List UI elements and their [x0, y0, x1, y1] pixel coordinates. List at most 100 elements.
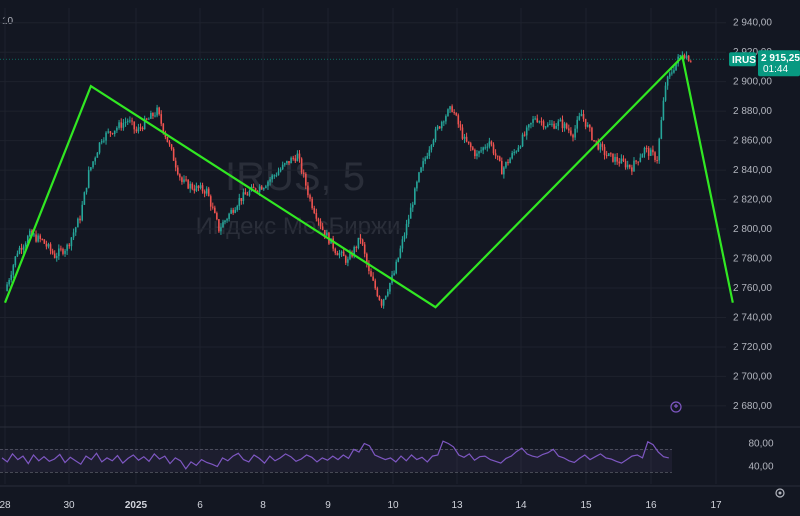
candle-body [498, 156, 501, 161]
candle-body [176, 167, 179, 175]
candle-body [673, 70, 675, 73]
candle-body [546, 124, 549, 127]
candle-body [92, 161, 94, 168]
candle-body [12, 265, 15, 275]
candle-body [252, 186, 255, 189]
candle-body [143, 118, 146, 130]
time-tick-label: 16 [645, 500, 657, 511]
candle-body [340, 251, 343, 254]
time-tick-label: 28 [0, 500, 11, 511]
candle-body [536, 118, 539, 123]
alert-icon[interactable] [670, 401, 682, 413]
price-tick-label: 2 820,00 [733, 195, 772, 206]
candle-body [183, 179, 185, 182]
candle-body [226, 218, 228, 221]
candle-body [484, 147, 487, 149]
candle-body [459, 124, 462, 128]
price-tick-label: 2 880,00 [733, 106, 772, 117]
candle-body [683, 55, 686, 59]
candle-body [353, 247, 355, 257]
candle-body [589, 124, 591, 128]
candle-body [152, 112, 154, 117]
candle-body [457, 115, 460, 125]
candle-body [195, 185, 198, 191]
candle-body [288, 160, 290, 164]
candle-body [366, 253, 368, 264]
candle-body [559, 119, 562, 122]
candle-body [572, 134, 574, 138]
candle-body [168, 142, 171, 145]
candle-body [605, 155, 608, 157]
candle-body [96, 152, 99, 158]
candle-body [422, 161, 424, 168]
candle-body [426, 155, 429, 159]
candle-body [357, 237, 360, 248]
candle-body [482, 147, 484, 151]
candle-body [416, 181, 418, 189]
candle-body [87, 170, 90, 188]
candle-body [675, 63, 677, 71]
candle-body [14, 256, 17, 266]
candle-body [476, 153, 478, 157]
time-tick-label: 10 [387, 500, 399, 511]
candle-body [463, 136, 466, 139]
candle-body [538, 121, 541, 123]
candle-body [29, 230, 31, 237]
candle-body [39, 235, 41, 239]
candle-body [271, 175, 273, 180]
candle-body [305, 173, 307, 186]
candle-body [256, 191, 259, 193]
candle-body [113, 130, 116, 135]
candle-body [43, 239, 46, 244]
candle-body [336, 253, 339, 256]
candle-body [260, 186, 263, 190]
candle-body [501, 160, 503, 175]
price-tick-label: 2 860,00 [733, 136, 772, 147]
candle-body [323, 229, 326, 236]
candle-body [321, 226, 324, 230]
candle-body [603, 146, 606, 156]
candle-body [666, 76, 669, 86]
oscillator-tick-label: 40,00 [748, 462, 773, 473]
candle-body [519, 146, 522, 148]
candle-body [449, 106, 451, 110]
candle-body [133, 121, 136, 130]
candle-body [79, 218, 81, 221]
candle-body [647, 148, 650, 156]
candle-body [503, 167, 505, 175]
candle-body [224, 220, 226, 223]
candle-body [317, 218, 320, 222]
candle-body [432, 140, 435, 146]
candle-body [480, 150, 482, 152]
candle-body [612, 153, 614, 162]
zigzag-overlay [3, 54, 734, 309]
price-axis[interactable]: 2 940,002 920,002 900,002 880,002 860,00… [733, 18, 774, 473]
oscillator-line [1, 440, 669, 470]
candle-body [20, 247, 23, 250]
candle-body [525, 127, 528, 136]
candle-body [139, 127, 142, 129]
price-tick-label: 2 680,00 [733, 401, 772, 412]
candle-body [549, 124, 551, 126]
candle-body [528, 124, 530, 128]
candle-body [656, 159, 658, 161]
candle-body [185, 179, 187, 181]
candle-body [376, 288, 379, 297]
price-tick-label: 2 760,00 [733, 283, 772, 294]
candle-body [60, 248, 62, 250]
gear-icon[interactable] [775, 488, 785, 498]
candle-body [58, 248, 60, 257]
time-axis[interactable]: 28 30 2025 6 8 9 10 13 14 15 16 17 [0, 500, 722, 511]
candle-body [601, 143, 604, 147]
candle-body [296, 153, 299, 162]
candle-body [47, 244, 50, 247]
time-tick-label: 9 [325, 500, 331, 511]
candle-body [403, 235, 406, 240]
candle-body [230, 209, 232, 214]
candle-body [26, 236, 29, 244]
candle-body [62, 248, 64, 254]
candle-body [72, 232, 75, 238]
candle-body [294, 158, 297, 162]
candle-body [45, 243, 48, 247]
